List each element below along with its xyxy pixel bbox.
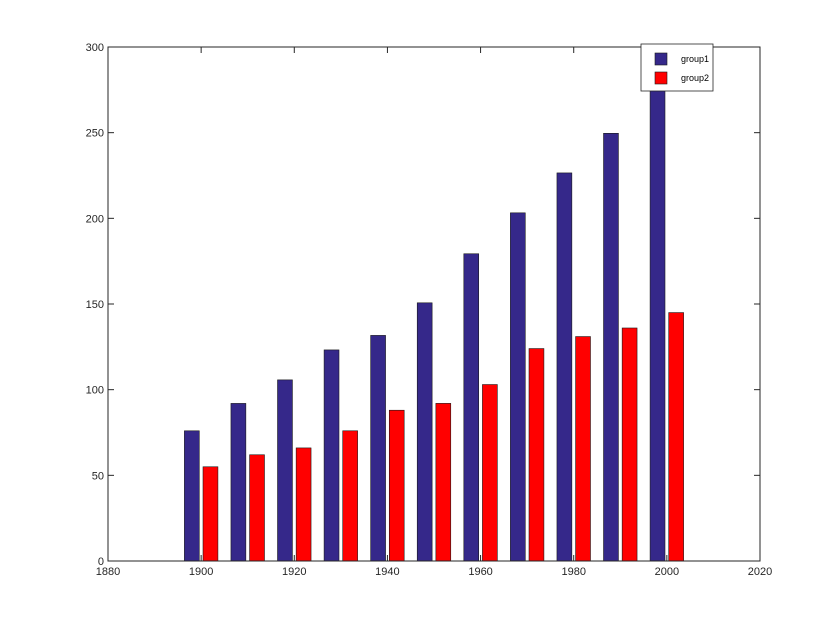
x-tick-label: 1900 bbox=[189, 566, 213, 578]
bar-group1-1960 bbox=[463, 253, 480, 562]
bar-group2-2000 bbox=[668, 312, 684, 562]
y-tick-label: 50 bbox=[92, 470, 104, 482]
x-tick-label: 1920 bbox=[282, 566, 306, 578]
bar-group2-1900 bbox=[202, 466, 219, 562]
y-tick-label: 150 bbox=[86, 299, 104, 311]
bars bbox=[184, 78, 684, 562]
bar-group2-1960 bbox=[482, 384, 498, 562]
legend-box bbox=[640, 43, 714, 92]
bar-group2-1920 bbox=[295, 447, 312, 562]
x-tick-label: 1960 bbox=[468, 566, 492, 578]
legend-label-group1: group1 bbox=[681, 54, 709, 64]
bar-group2-1910 bbox=[249, 454, 265, 562]
legend-swatch-group2 bbox=[654, 71, 668, 85]
bar-group1-1950 bbox=[416, 302, 433, 562]
x-tick-label: 2020 bbox=[748, 566, 772, 578]
x-tick-labels: 1880 1900 1920 1940 1960 1980 2000 2020 bbox=[96, 566, 772, 578]
bar-group1-2000 bbox=[649, 78, 666, 562]
x-tick-label: 1880 bbox=[96, 566, 120, 578]
bar-group1-1990 bbox=[603, 133, 619, 562]
bar-group2-1990 bbox=[621, 327, 638, 562]
bar-group1-1970 bbox=[510, 212, 526, 562]
bar-group1-1930 bbox=[323, 349, 340, 562]
y-tick-labels: 0 50 100 150 200 250 300 bbox=[86, 42, 104, 568]
bar-group1-1900 bbox=[184, 430, 200, 562]
y-tick-label: 300 bbox=[86, 42, 104, 54]
y-tick-label: 250 bbox=[86, 128, 104, 140]
bar-group2-1980 bbox=[575, 336, 591, 562]
x-tick-label: 2000 bbox=[655, 566, 679, 578]
bar-group2-1940 bbox=[388, 409, 405, 562]
legend-swatch-group1 bbox=[654, 52, 668, 66]
bar-group2-1930 bbox=[342, 430, 358, 562]
bar-group1-1910 bbox=[230, 403, 247, 562]
bar-group1-1940 bbox=[370, 335, 386, 562]
legend-label-group2: group2 bbox=[681, 73, 709, 83]
y-tick-label: 100 bbox=[86, 385, 104, 397]
x-tick-label: 1980 bbox=[561, 566, 585, 578]
bar-group2-1950 bbox=[435, 403, 452, 562]
axes-box bbox=[107, 46, 761, 562]
bar-group1-1980 bbox=[556, 172, 573, 562]
x-tick-label: 1940 bbox=[375, 566, 399, 578]
legend: group1 group2 bbox=[640, 43, 714, 92]
y-tick-label: 200 bbox=[86, 213, 104, 225]
bar-group1-1920 bbox=[277, 379, 293, 562]
bar-group2-1970 bbox=[528, 348, 545, 562]
y-tick-label: 0 bbox=[98, 556, 104, 568]
